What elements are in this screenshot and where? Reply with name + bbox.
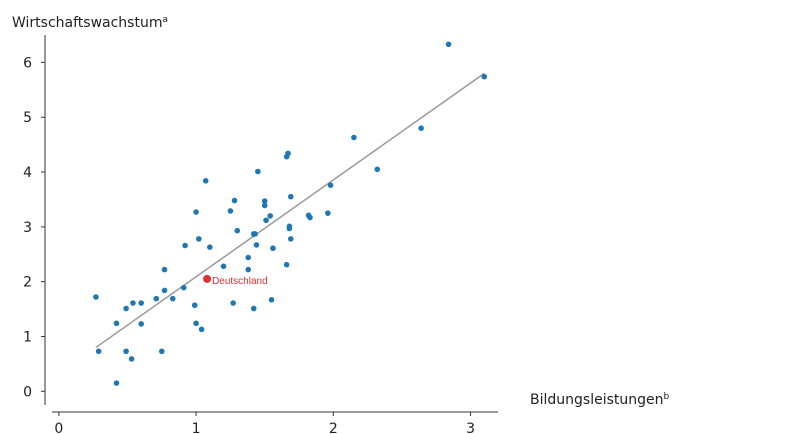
data-point — [231, 197, 238, 204]
y-tick-label: 6 — [23, 55, 32, 71]
data-point — [374, 166, 381, 173]
data-point — [202, 178, 209, 184]
data-point — [123, 348, 129, 355]
data-point — [180, 284, 187, 291]
data-point — [198, 326, 205, 333]
trendline — [95, 72, 485, 349]
data-points — [93, 41, 488, 386]
data-point — [227, 208, 234, 214]
data-point — [123, 305, 129, 312]
data-point — [253, 242, 260, 248]
highlight-point — [203, 274, 212, 283]
data-point — [161, 266, 168, 273]
data-point — [285, 150, 291, 157]
data-point — [245, 266, 252, 273]
data-point — [261, 202, 268, 209]
x-axis-title-text: Bildungsleistungen — [530, 392, 664, 408]
data-point — [286, 225, 293, 232]
data-point — [252, 231, 258, 237]
y-tick-label: 4 — [23, 165, 32, 181]
y-tick-label: 2 — [23, 275, 32, 291]
data-point — [153, 295, 160, 302]
x-tick-label: 2 — [329, 421, 338, 434]
data-point — [207, 244, 213, 250]
data-point — [263, 217, 269, 224]
trendline-group — [95, 72, 485, 349]
data-point — [193, 209, 199, 215]
data-point — [307, 214, 313, 221]
data-point — [182, 242, 188, 249]
y-tick-label: 3 — [23, 220, 32, 236]
data-point — [196, 236, 202, 242]
data-point — [138, 321, 144, 327]
y-axis-title-text: Wirtschaftswachstum — [12, 15, 162, 31]
data-point — [261, 198, 268, 204]
data-point — [169, 295, 176, 302]
data-point — [418, 125, 424, 131]
data-point — [327, 182, 334, 188]
data-point — [351, 134, 357, 141]
data-point — [270, 245, 276, 252]
data-point — [193, 320, 199, 327]
data-point — [95, 348, 102, 355]
data-point — [481, 73, 488, 80]
data-point — [267, 213, 273, 219]
data-point — [445, 41, 452, 48]
data-point — [158, 348, 165, 355]
data-point — [325, 210, 331, 216]
y-tick-label: 0 — [23, 384, 32, 400]
data-point — [283, 261, 290, 268]
x-axis-title: Bildungsleistungenb — [530, 392, 670, 408]
y-axis-title-superscript: a — [162, 15, 168, 25]
data-point — [130, 300, 136, 306]
data-point — [287, 193, 294, 200]
data-point — [245, 254, 252, 261]
data-point — [113, 380, 120, 386]
y-tick-label: 1 — [23, 329, 32, 345]
x-tick-label: 3 — [466, 421, 475, 434]
data-point — [113, 320, 120, 327]
highlight-point-label: Deutschland — [212, 276, 268, 287]
data-point — [191, 302, 198, 309]
y-axis-title: Wirtschaftswachstuma — [12, 15, 168, 31]
data-point — [250, 305, 257, 312]
data-point — [128, 356, 135, 362]
data-point — [138, 300, 144, 306]
data-point — [230, 300, 236, 306]
x-tick-label: 1 — [192, 421, 201, 434]
data-point — [287, 236, 294, 242]
y-tick-label: 5 — [23, 110, 32, 126]
x-tick-label: 0 — [54, 421, 63, 434]
data-point — [234, 227, 241, 234]
data-point — [93, 294, 99, 300]
data-point — [268, 296, 275, 303]
axes: 0 1 2 3 4 5 6 0 1 2 3 — [23, 35, 498, 434]
data-point — [220, 263, 227, 270]
x-axis-title-superscript: b — [664, 392, 670, 402]
data-point — [255, 168, 261, 175]
data-point — [161, 287, 168, 294]
highlight-group: Deutschland — [203, 274, 268, 287]
